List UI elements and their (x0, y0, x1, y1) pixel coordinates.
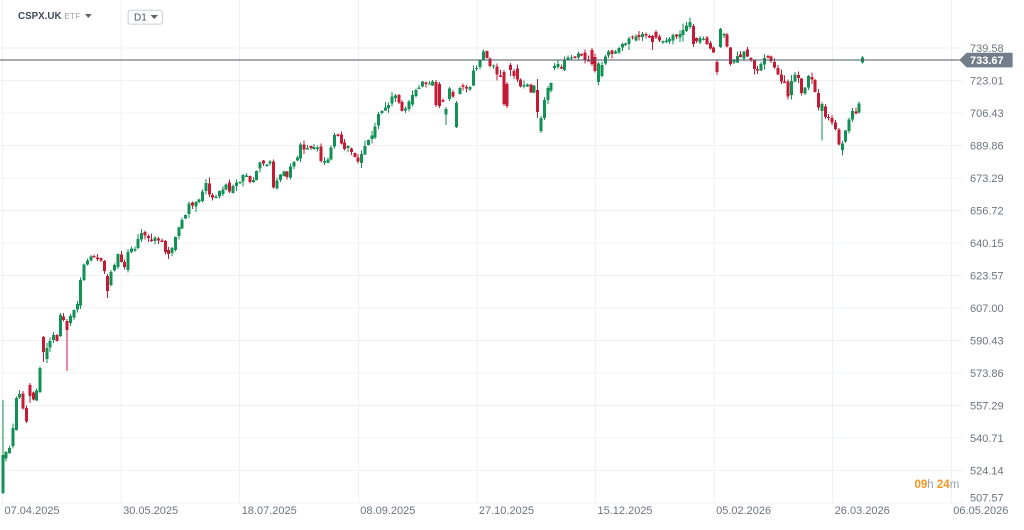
svg-text:656.72: 656.72 (970, 206, 1004, 218)
svg-text:557.29: 557.29 (970, 400, 1004, 412)
svg-text:573.86: 573.86 (970, 368, 1004, 380)
svg-text:06.05.2026: 06.05.2026 (953, 505, 1008, 517)
svg-text:07.04.2025: 07.04.2025 (5, 505, 60, 517)
svg-text:540.71: 540.71 (970, 433, 1004, 445)
svg-text:08.09.2025: 08.09.2025 (360, 505, 415, 517)
svg-text:507.57: 507.57 (970, 493, 1004, 505)
svg-text:05.02.2026: 05.02.2026 (716, 505, 771, 517)
svg-text:723.01: 723.01 (970, 76, 1004, 88)
svg-text:18.07.2025: 18.07.2025 (242, 505, 297, 517)
svg-text:673.29: 673.29 (970, 173, 1004, 185)
svg-text:CSPX.UK: CSPX.UK (18, 11, 62, 22)
svg-text:706.43: 706.43 (970, 108, 1004, 120)
svg-text:607.00: 607.00 (970, 303, 1004, 315)
svg-text:09h 24m: 09h 24m (915, 479, 960, 491)
svg-text:733.67: 733.67 (970, 55, 1004, 67)
svg-text:590.43: 590.43 (970, 335, 1004, 347)
svg-text:739.58: 739.58 (970, 43, 1004, 55)
svg-text:D1: D1 (134, 12, 147, 23)
svg-text:30.05.2025: 30.05.2025 (123, 505, 178, 517)
svg-text:640.15: 640.15 (970, 238, 1004, 250)
svg-text:15.12.2025: 15.12.2025 (598, 505, 653, 517)
svg-text:26.03.2026: 26.03.2026 (835, 505, 890, 517)
svg-text:689.86: 689.86 (970, 141, 1004, 153)
svg-text:ETF: ETF (65, 12, 81, 21)
svg-text:524.14: 524.14 (970, 465, 1004, 477)
svg-text:623.57: 623.57 (970, 270, 1004, 282)
svg-text:27.10.2025: 27.10.2025 (479, 505, 534, 517)
